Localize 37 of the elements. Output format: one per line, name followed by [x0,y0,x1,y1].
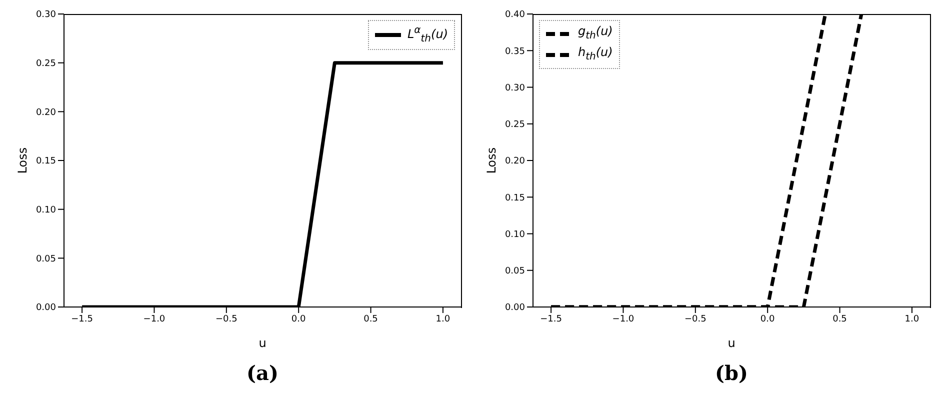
x-tick-label: −1.0 [612,314,634,324]
y-tick-label: 0.35 [504,46,525,57]
y-tick-label: 0.20 [504,156,526,167]
x-tick-label: −1.5 [71,314,93,324]
y-tick-label: 0.05 [36,254,56,264]
legend-label: h$_{th}$(u) [578,44,613,65]
y-axis-title: Loss [15,147,30,174]
x-axis-title: u [258,336,266,350]
y-tick-label: 0.30 [36,10,56,20]
x-tick-label: −1.0 [143,314,166,324]
y-tick-label: 0.10 [36,206,56,216]
x-tick-label: 0.5 [832,314,847,324]
y-tick-label: 0.05 [504,266,525,277]
y-tick-label: 0.15 [504,193,525,204]
y-tick-label: 0.25 [504,120,525,130]
legend-label: L$^{α}$$_{th}$(u) [407,24,448,46]
y-tick-label: 0.30 [504,83,526,94]
x-tick-label: 0.0 [291,314,306,324]
x-tick-label: −1.5 [540,314,562,324]
y-tick-label: 0.25 [36,59,56,70]
y-tick-label: 0.20 [36,108,56,118]
legend-label: g$_{th}$(u) [578,23,613,44]
text: (b) [714,361,749,385]
y-tick-label: 0.00 [504,303,526,314]
y-tick-label: 0.00 [36,303,56,314]
x-tick-label: −0.5 [684,314,706,324]
y-tick-label: 0.40 [504,10,526,20]
x-tick-label: −0.5 [215,314,238,324]
x-tick-label: 0.5 [364,314,378,324]
x-axis-title: u [728,336,736,350]
x-tick-label: 0.0 [760,314,776,324]
y-tick-label: 0.10 [504,230,526,240]
x-tick-label: 1.0 [436,314,450,324]
y-tick-label: 0.15 [36,156,56,167]
text: (a) [246,361,280,385]
y-axis-title: Loss [484,147,498,174]
x-tick-label: 1.0 [904,314,920,324]
